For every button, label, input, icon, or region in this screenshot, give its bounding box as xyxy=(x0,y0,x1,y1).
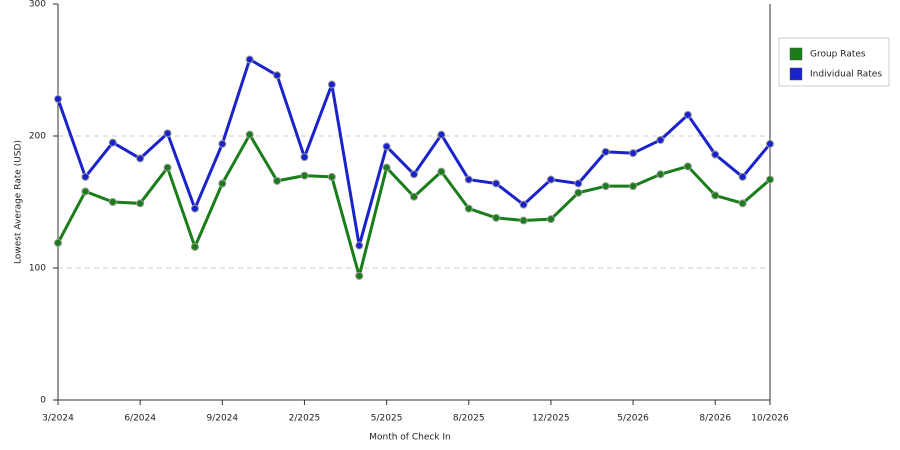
point xyxy=(382,142,391,151)
point xyxy=(574,179,583,188)
point xyxy=(711,191,720,200)
point xyxy=(410,170,418,179)
point xyxy=(437,167,446,176)
point xyxy=(355,241,364,250)
x-axis-title: Month of Check In xyxy=(369,433,451,443)
series-line xyxy=(56,133,771,278)
point xyxy=(464,204,473,213)
x-tick-label: 5/2025 xyxy=(371,414,403,424)
point xyxy=(273,71,282,80)
legend-label: Group Rates xyxy=(810,50,866,60)
x-tick-label: 12/2025 xyxy=(532,414,569,424)
point xyxy=(656,170,665,179)
point xyxy=(300,171,309,180)
point xyxy=(683,110,692,119)
y-tick-label: 0 xyxy=(40,396,46,406)
y-axis-title: Lowest Average Rate (USD) xyxy=(14,140,24,264)
point xyxy=(601,147,610,156)
point xyxy=(163,129,172,138)
point xyxy=(574,188,583,197)
point xyxy=(410,192,418,201)
x-tick-label: 5/2026 xyxy=(617,414,649,424)
x-tick-label: 6/2024 xyxy=(124,414,156,424)
point xyxy=(163,163,172,172)
legend-swatch xyxy=(789,67,803,81)
legend-label: Individual Rates xyxy=(810,70,882,80)
point xyxy=(190,204,199,213)
point xyxy=(519,200,528,209)
point xyxy=(54,238,62,247)
point xyxy=(492,213,501,222)
point xyxy=(382,163,391,172)
point xyxy=(245,55,254,64)
point xyxy=(629,149,638,158)
point xyxy=(81,172,90,181)
point xyxy=(108,198,117,206)
point xyxy=(711,150,720,159)
point xyxy=(108,138,117,147)
point xyxy=(190,242,199,251)
point xyxy=(327,172,336,181)
point xyxy=(218,179,227,188)
point xyxy=(601,182,610,191)
point xyxy=(492,179,501,188)
point xyxy=(437,130,446,139)
point xyxy=(546,215,555,224)
point xyxy=(300,153,309,162)
y-tick-label: 100 xyxy=(29,264,46,274)
x-tick-label: 8/2026 xyxy=(699,414,731,424)
point xyxy=(656,135,665,144)
point xyxy=(245,130,254,139)
y-tick-label: 200 xyxy=(29,132,46,142)
x-tick-label: 9/2024 xyxy=(206,414,238,424)
x-tick-label: 8/2025 xyxy=(453,414,485,424)
x-tick-label: 2/2025 xyxy=(289,414,321,424)
y-tick-label: 300 xyxy=(29,0,46,10)
point xyxy=(54,95,62,104)
point xyxy=(136,154,145,163)
point xyxy=(683,162,692,171)
point xyxy=(81,187,90,196)
point xyxy=(464,175,473,184)
point xyxy=(738,172,747,181)
point xyxy=(766,175,774,184)
x-tick-label: 3/2024 xyxy=(42,414,74,424)
point xyxy=(273,176,282,185)
legend-swatch xyxy=(789,47,803,61)
point xyxy=(766,139,774,148)
point xyxy=(519,216,528,225)
point xyxy=(136,199,145,208)
point xyxy=(327,80,336,89)
point xyxy=(738,199,747,208)
point xyxy=(629,182,638,191)
series-line xyxy=(56,57,772,248)
point xyxy=(218,139,227,148)
x-tick-label: 10/2026 xyxy=(751,414,789,424)
point xyxy=(355,271,364,280)
point xyxy=(546,175,555,184)
